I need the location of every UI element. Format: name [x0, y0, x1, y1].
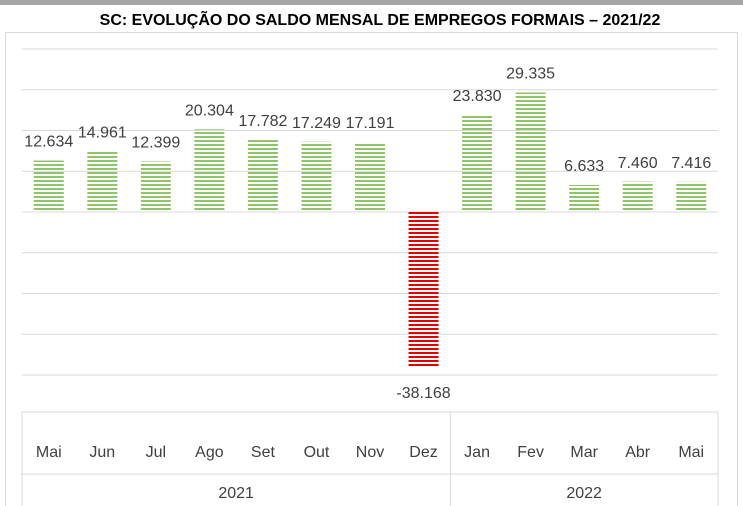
x-tick-label: Set: [251, 444, 276, 461]
data-label: 12.399: [131, 135, 180, 152]
bar: [569, 184, 600, 212]
chart-title: SC: EVOLUÇÃO DO SALDO MENSAL DE EMPREGOS…: [100, 9, 661, 29]
bar: [194, 129, 225, 212]
data-label: 14.961: [78, 124, 127, 141]
bar: [87, 151, 118, 212]
data-label: 20.304: [185, 102, 234, 119]
data-label: 17.191: [346, 115, 395, 132]
x-tick-label: Jun: [89, 444, 115, 461]
bar: [140, 161, 171, 212]
data-label: -38.168: [396, 385, 450, 402]
bar: [301, 141, 332, 212]
bar: [33, 160, 64, 212]
group-label: 2022: [566, 485, 602, 502]
x-tick-label: Jan: [464, 444, 490, 461]
x-tick-label: Ago: [195, 444, 224, 461]
data-label: 23.830: [453, 88, 502, 105]
data-label: 7.460: [618, 155, 658, 172]
x-tick-label: Abr: [625, 444, 651, 461]
x-tick-label: Nov: [356, 444, 384, 461]
bar: [676, 181, 707, 212]
data-label: 6.633: [564, 158, 604, 175]
bar: [515, 92, 546, 212]
x-tick-label: Dez: [409, 444, 437, 461]
x-tick-label: Mar: [570, 444, 598, 461]
x-tick-label: Jul: [146, 444, 166, 461]
bar: [247, 139, 278, 212]
chart-frame: [5, 32, 738, 506]
bar: [355, 141, 385, 212]
bar: [462, 114, 493, 212]
x-tick-label: Mai: [678, 444, 704, 461]
data-label: 17.782: [238, 113, 287, 130]
data-label: 12.634: [24, 134, 73, 151]
data-label: 17.249: [292, 115, 341, 132]
bar: [622, 181, 653, 212]
bar: [408, 212, 439, 368]
data-label: 7.416: [671, 155, 711, 172]
x-tick-label: Fev: [517, 444, 544, 461]
x-tick-label: Out: [304, 444, 330, 461]
data-label: 29.335: [506, 66, 555, 83]
x-tick-label: Mai: [36, 444, 62, 461]
group-label: 2021: [218, 485, 254, 502]
top-strip: [0, 0, 743, 5]
